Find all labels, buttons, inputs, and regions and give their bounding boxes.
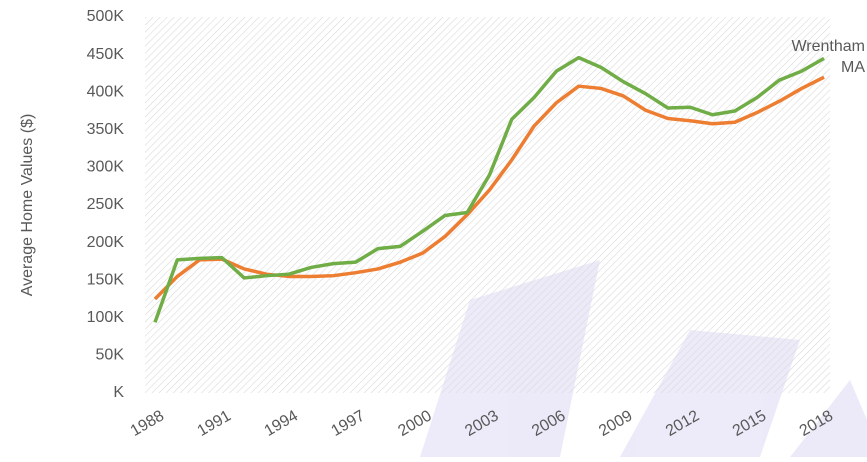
y-tick-label: 250K [87, 196, 125, 213]
y-tick-label: 450K [87, 46, 125, 63]
y-axis-label: Average Home Values ($) [19, 114, 36, 297]
y-tick-label: 200K [87, 234, 125, 251]
plot-area [145, 17, 830, 393]
series-label: MA [841, 59, 865, 76]
y-tick-label: 100K [87, 309, 125, 326]
y-tick-label: 500K [87, 8, 125, 25]
y-tick-label: 300K [87, 159, 125, 176]
x-tick-label: 1991 [195, 407, 234, 440]
x-tick-label: 1988 [128, 407, 167, 440]
y-tick-label: 350K [87, 121, 125, 138]
y-tick-label: 400K [87, 83, 125, 100]
x-tick-label: 1997 [328, 407, 367, 440]
y-tick-label: 50K [96, 347, 125, 364]
x-tick-label: 2009 [596, 407, 635, 440]
series-line [153, 55, 825, 323]
series-label: Wrentham [791, 38, 865, 55]
x-tick-label: 1994 [262, 407, 301, 440]
y-tick-label: K [113, 384, 124, 401]
y-tick-label: 150K [87, 271, 125, 288]
